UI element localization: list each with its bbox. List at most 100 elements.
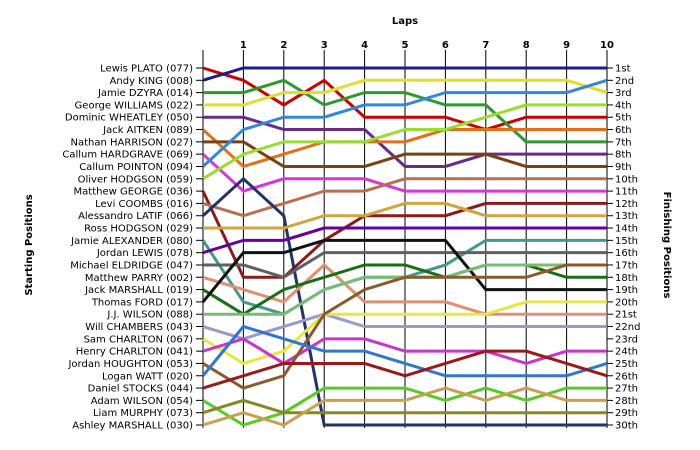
lap-tick-label: 4 bbox=[361, 40, 368, 51]
starting-driver-label: Jordan LEWIS (078) bbox=[96, 248, 193, 259]
finishing-position-label: 16th bbox=[615, 248, 638, 259]
series-line bbox=[202, 263, 607, 390]
starting-driver-label: Ashley MARSHALL (030) bbox=[72, 421, 193, 432]
lap-tick-label: 9 bbox=[563, 40, 570, 51]
finishing-position-label: 27th bbox=[615, 384, 638, 395]
lap-tick-label: 1 bbox=[240, 40, 247, 51]
finishing-position-label: 19th bbox=[615, 285, 638, 296]
lap-tick-label: 3 bbox=[321, 40, 328, 51]
starting-driver-label: Levi COOMBS (016) bbox=[95, 199, 193, 210]
starting-driver-label: Nathan HARRISON (027) bbox=[71, 137, 194, 148]
lap-tick-label: 10 bbox=[600, 40, 614, 51]
starting-driver-label: Michael ELDRIDGE (047) bbox=[70, 260, 193, 271]
starting-driver-label: Henry CHARLTON (041) bbox=[76, 347, 193, 358]
finishing-position-label: 5th bbox=[615, 113, 632, 124]
series-line bbox=[201, 78, 608, 168]
finishing-position-label: 13th bbox=[615, 211, 638, 222]
starting-driver-label: Sam CHARLTON (067) bbox=[84, 334, 194, 345]
series-line bbox=[202, 103, 607, 181]
starting-driver-label: Jordan HOUGHTON (053) bbox=[67, 359, 193, 370]
finishing-position-label: 1st bbox=[615, 64, 631, 75]
finishing-position-label: 25th bbox=[615, 359, 638, 370]
starting-driver-label: Adam WILSON (054) bbox=[91, 396, 193, 407]
finishing-position-label: 15th bbox=[615, 236, 638, 247]
series-line bbox=[202, 177, 607, 218]
finishing-position-label: 14th bbox=[615, 224, 638, 235]
series-line bbox=[202, 337, 607, 366]
starting-driver-label: Daniel STOCKS (044) bbox=[88, 384, 193, 395]
finishing-position-label: 22nd bbox=[615, 322, 640, 333]
starting-driver-label: Jack MARSHALL (019) bbox=[84, 285, 193, 296]
series-line bbox=[203, 78, 607, 144]
series-line bbox=[203, 140, 607, 168]
finishing-position-label: 10th bbox=[615, 174, 638, 185]
finishing-position-label: 20th bbox=[615, 297, 638, 308]
finishing-position-label: 4th bbox=[615, 100, 632, 111]
finishing-position-label: 3rd bbox=[615, 88, 632, 99]
y-axis-title-left: Starting Positions bbox=[24, 194, 35, 295]
series-line bbox=[202, 226, 607, 255]
series-line bbox=[203, 78, 608, 107]
finishing-position-label: 30th bbox=[615, 421, 638, 432]
finishing-position-label: 23rd bbox=[615, 334, 638, 345]
lap-tick-label: 8 bbox=[523, 40, 530, 51]
starting-driver-label: Oliver HODGSON (059) bbox=[78, 174, 193, 185]
finishing-position-label: 26th bbox=[615, 371, 638, 382]
finishing-position-label: 8th bbox=[615, 150, 632, 161]
finishing-position-label: 11th bbox=[615, 187, 638, 198]
x-axis-title: Laps bbox=[392, 16, 418, 27]
finishing-position-label: 24th bbox=[615, 347, 638, 358]
starting-driver-label: Logan WATT (020) bbox=[102, 371, 193, 382]
series-line bbox=[202, 386, 607, 427]
starting-driver-label: Will CHAMBERS (043) bbox=[85, 322, 193, 333]
series-line bbox=[202, 349, 608, 390]
lap-tick-label: 6 bbox=[442, 40, 449, 51]
series-lines bbox=[201, 66, 608, 427]
finishing-position-label: 6th bbox=[615, 125, 632, 136]
starting-driver-label: Ross HODGSON (029) bbox=[84, 224, 193, 235]
lap-tick-labels: 1 2 3 4 5 6 7 8 9 10 bbox=[240, 40, 614, 51]
finishing-position-label: 7th bbox=[615, 137, 632, 148]
finishing-position-label: 17th bbox=[615, 260, 638, 271]
starting-driver-label: Alessandro LATIF (066) bbox=[78, 211, 193, 222]
starting-driver-label: George WILLIAMS (022) bbox=[75, 100, 194, 111]
lap-tick-label: 7 bbox=[482, 40, 489, 51]
finishing-position-label: 28th bbox=[615, 396, 638, 407]
starting-driver-label: Dominic WHEATLEY (050) bbox=[65, 113, 193, 124]
starting-driver-label: Callum POINTON (094) bbox=[79, 162, 193, 173]
finishing-position-label: 2nd bbox=[615, 76, 634, 87]
starting-driver-label: Matthew PARRY (002) bbox=[85, 273, 193, 284]
starting-driver-label: Andy KING (008) bbox=[110, 76, 194, 87]
series-line bbox=[202, 386, 607, 427]
starting-driver-label: Lewis PLATO (077) bbox=[100, 64, 193, 75]
series-line bbox=[202, 66, 607, 82]
starting-position-labels: Lewis PLATO (077)Andy KING (008)Jamie DZ… bbox=[62, 64, 203, 432]
starting-driver-label: Thomas FORD (017) bbox=[91, 297, 193, 308]
starting-driver-label: Jamie DZYRA (014) bbox=[97, 88, 193, 99]
starting-driver-label: Jack AITKEN (089) bbox=[102, 125, 193, 136]
finishing-position-label: 18th bbox=[615, 273, 638, 284]
series-line bbox=[202, 263, 607, 316]
series-line bbox=[201, 190, 607, 279]
series-line bbox=[201, 176, 607, 427]
series-line bbox=[202, 398, 607, 415]
finishing-position-label: 21st bbox=[615, 310, 637, 321]
finishing-position-label: 12th bbox=[615, 199, 638, 210]
finishing-position-labels: 1st2nd3rd4th5th6th7th8th9th10th11th12th1… bbox=[607, 64, 640, 432]
starting-driver-label: Jamie ALEXANDER (080) bbox=[70, 236, 193, 247]
lap-tick-label: 5 bbox=[402, 40, 409, 51]
lap-tick-label: 2 bbox=[280, 40, 287, 51]
starting-driver-label: J.J. WILSON (088) bbox=[106, 310, 193, 321]
starting-driver-label: Liam MURPHY (073) bbox=[93, 408, 193, 419]
y-axis-title-right: Finishing Positions bbox=[661, 192, 672, 299]
starting-driver-label: Callum HARDGRAVE (069) bbox=[62, 150, 193, 161]
series-line bbox=[203, 115, 607, 168]
series-line bbox=[201, 324, 608, 378]
series-line bbox=[202, 312, 607, 341]
series-line bbox=[203, 201, 607, 230]
finishing-position-label: 9th bbox=[615, 162, 632, 173]
series-line bbox=[201, 153, 607, 193]
series-line bbox=[203, 251, 607, 279]
finishing-position-label: 29th bbox=[615, 408, 638, 419]
